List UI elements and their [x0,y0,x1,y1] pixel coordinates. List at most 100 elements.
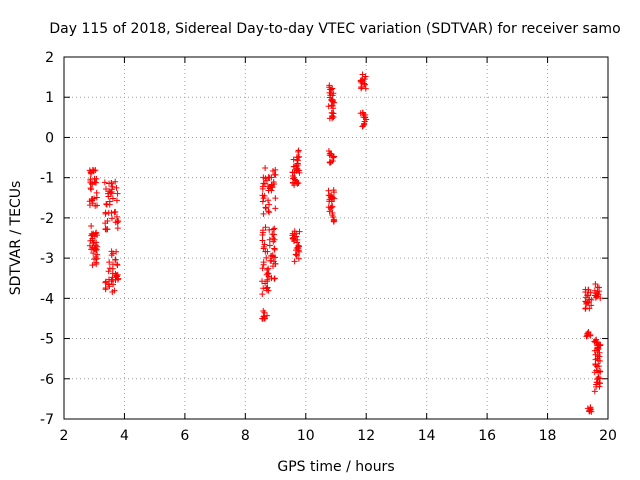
data-point [261,192,268,199]
data-point [259,291,266,298]
data-point [328,96,335,103]
data-point [109,270,116,277]
data-point [271,171,278,178]
chart-title: Day 115 of 2018, Sidereal Day-to-day VTE… [49,21,620,37]
data-point [111,287,118,294]
data-point [93,229,100,236]
data-point [259,198,266,205]
data-point [584,330,591,337]
data-point [261,180,268,187]
data-point [272,195,279,202]
data-point [293,230,300,237]
data-point [260,174,267,181]
data-point [89,180,96,187]
data-point [261,241,268,248]
data-point [104,218,111,225]
data-point [326,89,333,96]
x-tick-label: 14 [418,428,436,444]
y-tick-label: -6 [40,372,54,388]
data-point [357,110,364,117]
data-point [591,347,598,354]
data-point [266,201,273,208]
data-point [102,286,109,293]
data-point [271,275,278,282]
data-point [585,286,592,293]
data-point [112,219,119,226]
data-point [271,225,278,232]
data-point [272,166,279,173]
data-point [263,177,270,184]
data-point [592,281,599,288]
data-point [108,215,115,222]
y-tick-label: -5 [40,332,54,348]
data-point [105,276,112,283]
y-tick-label: -1 [40,171,54,187]
data-point [102,185,109,192]
data-point [266,209,273,216]
data-point [294,160,301,167]
data-point [90,167,97,174]
data-point [89,262,96,269]
data-point [361,80,368,87]
data-point [329,102,336,109]
data-point [114,225,121,232]
data-point [268,252,275,259]
data-point [265,197,272,204]
data-point [592,292,599,299]
data-point [330,216,337,223]
data-point [594,363,601,370]
data-point [103,201,110,208]
data-point [86,202,93,209]
data-point [265,287,272,294]
data-point [114,271,121,278]
data-point [329,194,336,201]
data-point [326,115,333,122]
data-point [359,123,366,130]
data-point [269,184,276,191]
data-point [110,281,117,288]
data-point [328,204,335,211]
data-point [109,183,116,190]
data-point [108,209,115,216]
data-point [269,252,276,259]
data-point [582,305,589,312]
data-point [265,265,272,272]
data-point [91,175,98,182]
data-point [592,337,599,344]
data-point [86,167,93,174]
data-point [328,198,335,205]
data-point [265,208,272,215]
data-point [88,186,95,193]
data-point [264,248,271,255]
data-point [293,178,300,185]
data-point [94,251,101,258]
data-points [86,71,604,415]
data-point [112,178,119,185]
y-axis-label: SDTVAR / TECUs [8,181,24,296]
data-point [260,180,267,187]
data-point [359,71,366,78]
data-point [597,368,604,375]
data-point [262,205,269,212]
data-point [264,284,271,291]
data-point [264,270,271,277]
data-point [291,169,298,176]
data-point [293,239,300,246]
grid-lines [64,57,608,419]
x-axis-label: GPS time / hours [277,459,394,475]
data-point [596,349,603,356]
data-point [329,203,336,210]
data-point [331,99,338,106]
data-point [260,259,267,266]
data-point [328,86,335,93]
data-point [295,255,302,262]
data-point [112,257,119,264]
data-point [113,184,120,191]
data-point [362,73,369,80]
data-point [593,293,600,300]
data-point [113,197,120,204]
data-point [594,355,601,362]
data-point [93,194,100,201]
